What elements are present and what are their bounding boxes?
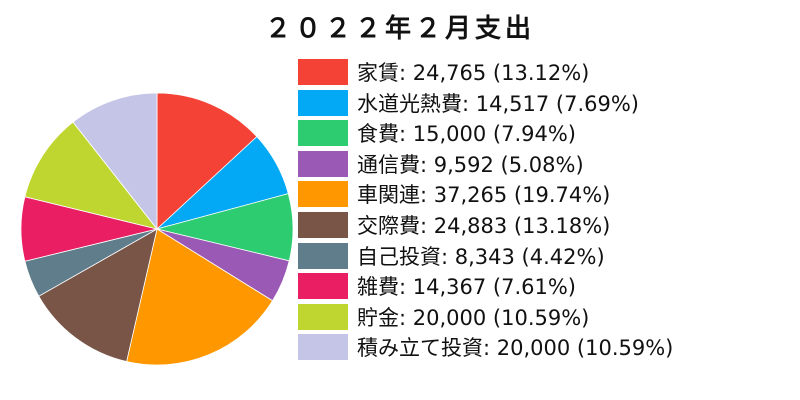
legend-item-7: 雑費: 14,367 (7.61%) [298,273,673,300]
legend-label-8: 貯金: 20,000 (10.59%) [357,305,590,330]
legend-item-5: 交際費: 24,883 (13.18%) [298,211,673,238]
legend-item-6: 自己投資: 8,343 (4.42%) [298,242,673,269]
legend-item-0: 家賃: 24,765 (13.12%) [298,59,673,85]
legend-swatch-3 [298,150,348,177]
legend-swatch-1 [298,89,348,116]
legend-label-0: 家賃: 24,765 (13.12%) [357,61,590,85]
pie-slice-4 [126,228,274,366]
legend-swatch-6 [298,242,348,269]
legend-swatch-9 [298,334,348,361]
legend-label-1: 水道光熱費: 14,517 (7.69%) [357,91,640,116]
legend-swatch-8 [298,303,348,330]
legend-item-4: 車関連: 37,265 (19.74%) [298,181,673,208]
legend-item-2: 食費: 15,000 (7.94%) [298,120,673,147]
legend-swatch-0 [298,59,348,85]
legend-item-8: 貯金: 20,000 (10.59%) [298,303,673,330]
legend-swatch-2 [298,120,348,147]
legend-label-4: 車関連: 37,265 (19.74%) [357,183,611,208]
pie-slice-0 [156,92,258,230]
legend-swatch-5 [298,211,348,238]
legend-item-9: 積み立て投資: 20,000 (10.59%) [298,334,674,361]
pie-slice-5 [38,228,158,363]
pie-slice-8 [24,121,159,230]
legend: 家賃: 24,765 (13.12%) 水道光熱費: 14,517 (7.69%)… [298,59,673,365]
legend-label-7: 雑費: 14,367 (7.61%) [357,275,577,300]
legend-label-6: 自己投資: 8,343 (4.42%) [357,244,605,269]
legend-label-3: 通信費: 9,592 (5.08%) [357,152,584,177]
pie-slice-9 [72,92,158,231]
legend-label-9: 積み立て投資: 20,000 (10.59%) [357,336,674,361]
legend-label-5: 交際費: 24,883 (13.18%) [357,213,611,238]
legend-swatch-4 [298,181,348,208]
legend-label-2: 食費: 15,000 (7.94%) [357,122,577,147]
legend-item-3: 通信費: 9,592 (5.08%) [298,150,673,177]
legend-swatch-7 [298,273,348,300]
legend-item-1: 水道光熱費: 14,517 (7.69%) [298,89,673,116]
chart-title: ２０２２年２月支出 [264,14,535,44]
